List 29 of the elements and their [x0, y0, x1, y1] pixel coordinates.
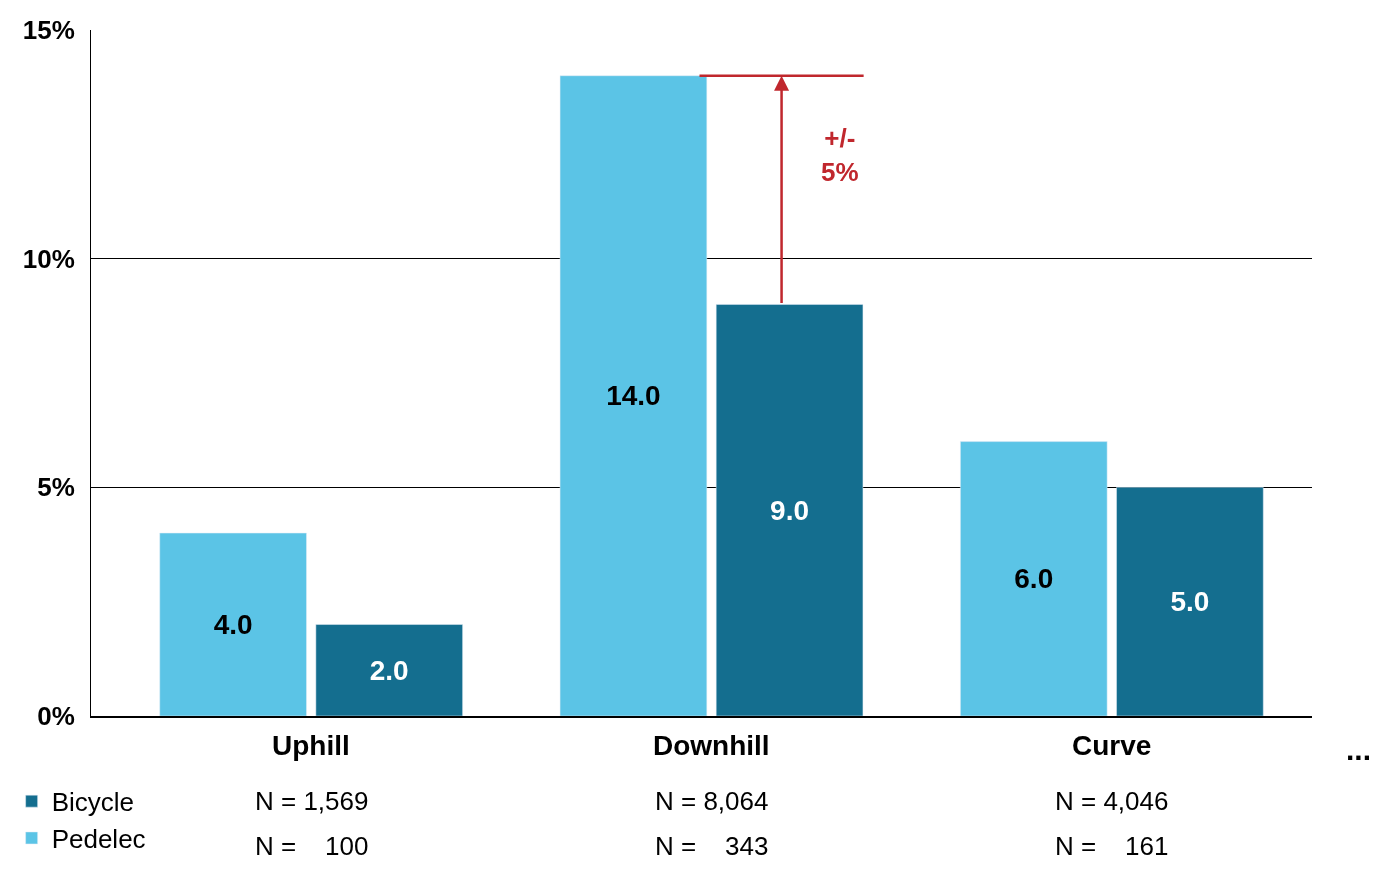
y-tick-label: 0%: [37, 701, 75, 732]
legend-label: Pedelec: [51, 824, 146, 855]
bar: [1116, 487, 1264, 716]
bar: [960, 441, 1108, 716]
text: N = 4,046: [1055, 786, 1169, 816]
data-label: 5.0: [1170, 586, 1210, 618]
data-label: 6.0: [1014, 563, 1054, 595]
x-tick-label: Downhill: [653, 730, 770, 761]
data-label: 4.0: [213, 609, 253, 641]
x-tick-label: Uphill: [272, 730, 350, 761]
legend-label: Bicycle: [51, 787, 134, 818]
text: N = 161: [1055, 831, 1169, 861]
x-tick-label: Curve: [1072, 730, 1152, 761]
text: N = 1,569: [255, 786, 369, 816]
text: ...: [1346, 733, 1372, 766]
y-tick-label: 5%: [37, 472, 75, 503]
y-tick-label: 10%: [22, 243, 75, 274]
data-label: 2.0: [369, 654, 409, 686]
annotation: +/- 5%: [821, 123, 859, 187]
data-label: 14.0: [606, 380, 661, 412]
text: N = 100: [255, 831, 369, 861]
bar: [559, 75, 708, 716]
text: N = 343: [655, 831, 769, 861]
bar: [315, 624, 463, 716]
data-label: 9.0: [770, 494, 810, 526]
bar: [715, 304, 864, 716]
bar: [159, 532, 307, 716]
y-tick-label: 15%: [22, 15, 75, 46]
text: N = 8,064: [655, 786, 769, 816]
